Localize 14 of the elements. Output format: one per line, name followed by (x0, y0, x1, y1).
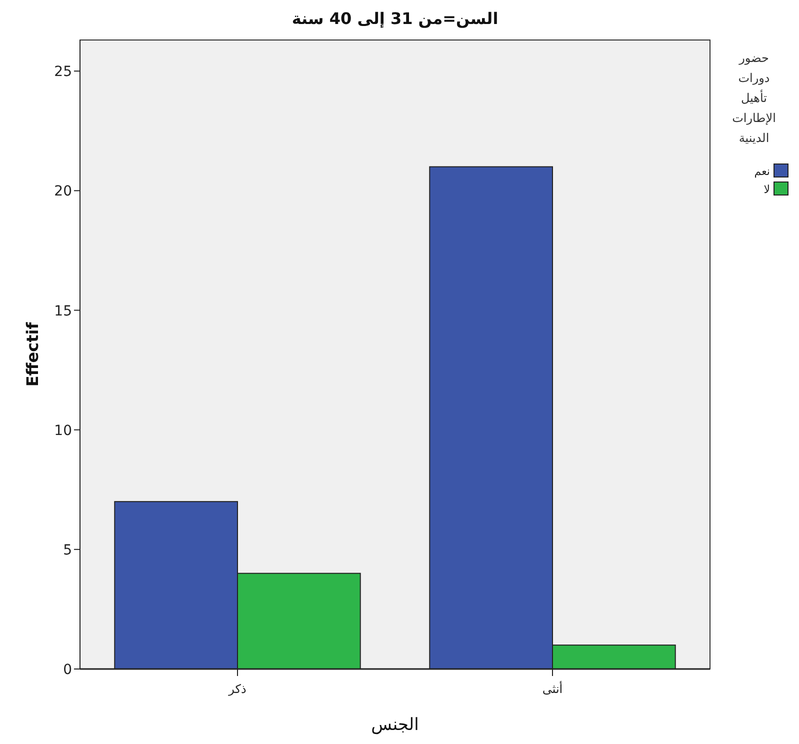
x-tick-label: أنثى (542, 681, 563, 696)
y-axis-title: Effectif (23, 321, 42, 387)
y-tick-label: 5 (63, 542, 72, 558)
x-axis-title: الجنس (371, 715, 419, 735)
y-tick-label: 25 (54, 64, 72, 80)
chart-title: السن=من 31 إلى 40 سنة (292, 9, 498, 28)
legend-label: نعم (754, 165, 770, 178)
y-tick-label: 15 (54, 303, 72, 320)
y-tick-label: 20 (54, 184, 72, 200)
y-tick-label: 10 (54, 422, 72, 439)
legend-label: لا (764, 183, 770, 196)
x-tick-label: ذكر (228, 682, 246, 696)
y-tick-label: 0 (63, 662, 72, 678)
legend-title: حضور دورات تأهيل الإطارات الدينية (732, 51, 776, 145)
